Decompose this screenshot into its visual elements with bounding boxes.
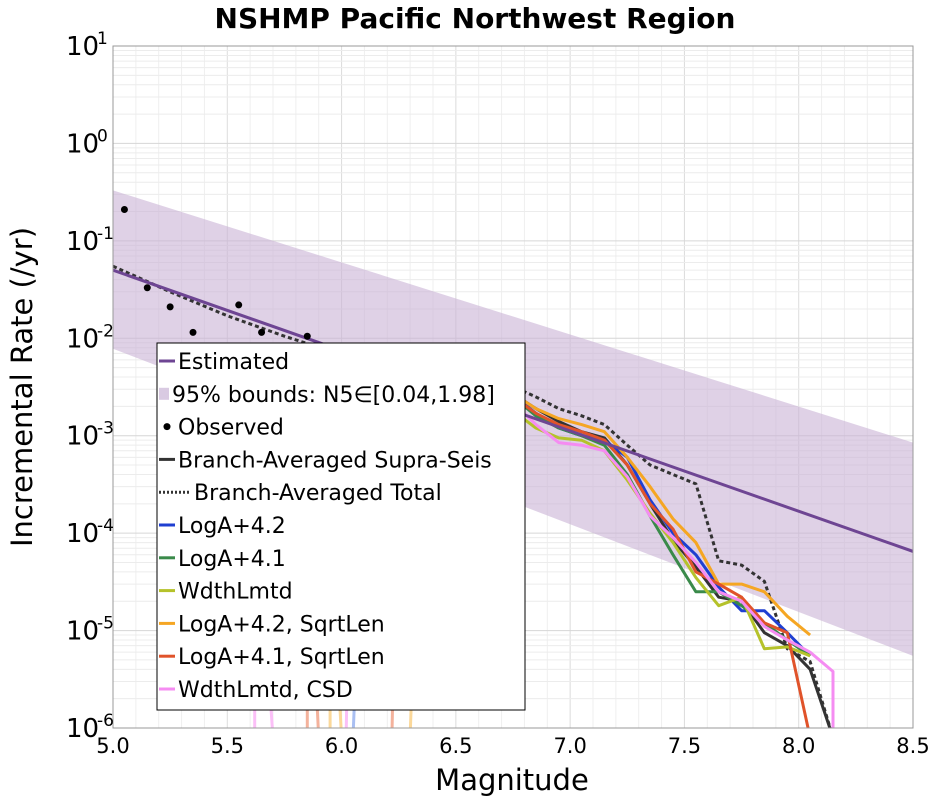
observed-point <box>143 284 151 292</box>
y-tick-exponent: -3 <box>97 419 114 439</box>
legend-swatch <box>163 423 171 431</box>
legend-label: 95% bounds: N5∈[0.04,1.98] <box>172 383 495 408</box>
x-axis-label: Magnitude <box>435 763 589 797</box>
legend-label: Estimated <box>178 350 289 375</box>
legend-label: Branch-Averaged Total <box>194 481 442 506</box>
y-tick-exponent: -5 <box>97 614 114 634</box>
observed-point <box>189 328 197 336</box>
y-tick-exponent: -1 <box>97 224 114 244</box>
observed-point <box>120 205 128 213</box>
legend-label: WdthLmtd, CSD <box>178 678 353 703</box>
y-tick-exponent: 0 <box>97 126 108 146</box>
observed-point <box>258 328 266 336</box>
x-tick-label: 5.5 <box>211 734 244 758</box>
series-line-loga-4-1-sqrtlen <box>512 395 810 728</box>
series-line-loga-4-2-sqrtlen <box>512 392 812 637</box>
series-line-wdthlmtd-csd <box>511 401 835 728</box>
y-tick-label: 10 <box>66 714 99 744</box>
x-tick-label: 6.0 <box>325 734 358 758</box>
legend-label: LogA+4.1 <box>178 547 286 572</box>
y-tick-exponent: -4 <box>97 516 114 536</box>
legend-label: LogA+4.2, SqrtLen <box>178 612 385 637</box>
legend-label: WdthLmtd <box>178 580 293 605</box>
x-tick-label: 6.5 <box>439 734 472 758</box>
legend-box <box>156 342 526 711</box>
x-tick-labels: 5.0 5.5 6.0 6.5 7.0 7.5 8.0 8.5 <box>96 734 929 758</box>
legend-label: Observed <box>178 416 284 441</box>
legend: Estimated 95% bounds: N5∈[0.04,1.98] Obser… <box>156 342 526 711</box>
x-tick-label: 7.5 <box>668 734 701 758</box>
chart-title: NSHMP Pacific Northwest Region <box>215 2 736 35</box>
y-tick-label: 10 <box>66 519 99 549</box>
legend-label: LogA+4.1, SqrtLen <box>178 645 385 670</box>
x-tick-label: 5.0 <box>96 734 129 758</box>
plot-frame <box>112 45 914 729</box>
y-tick-label: 10 <box>66 617 99 647</box>
y-tick-label: 10 <box>66 324 99 354</box>
legend-label: LogA+4.2 <box>178 514 286 539</box>
legend-swatch <box>159 387 169 400</box>
observed-point <box>235 301 243 309</box>
x-tick-label: 8.0 <box>782 734 815 758</box>
y-axis-label: Incremental Rate (/yr) <box>5 227 39 547</box>
x-tick-label: 7.0 <box>553 734 586 758</box>
y-tick-label: 10 <box>66 227 99 257</box>
y-tick-exponent: -2 <box>97 321 114 341</box>
observed-point <box>303 332 311 340</box>
y-tick-exponent: 1 <box>97 29 108 49</box>
y-tick-exponent: -6 <box>97 711 114 731</box>
y-tick-label: 10 <box>66 422 99 452</box>
x-tick-label: 8.5 <box>896 734 929 758</box>
y-tick-label: 10 <box>66 129 99 159</box>
legend-label: Branch-Averaged Supra-Seis <box>178 448 492 473</box>
observed-point <box>166 303 174 311</box>
y-tick-label: 10 <box>66 32 99 62</box>
